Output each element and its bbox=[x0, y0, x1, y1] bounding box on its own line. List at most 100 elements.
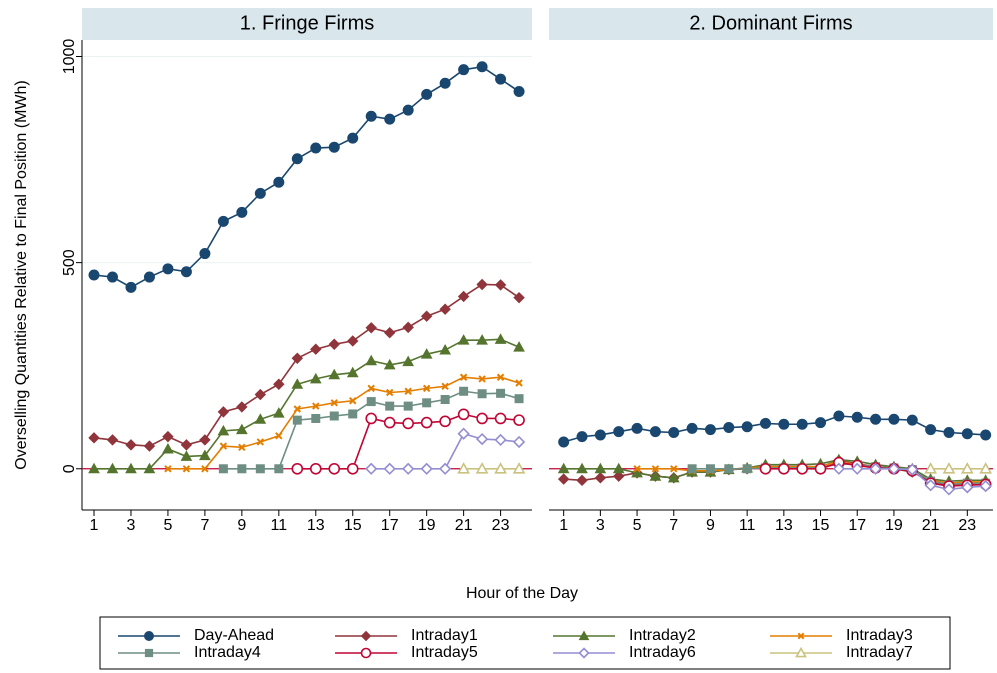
marker bbox=[578, 630, 590, 641]
marker bbox=[649, 470, 662, 481]
marker bbox=[275, 432, 283, 440]
marker bbox=[723, 422, 735, 434]
marker bbox=[979, 479, 992, 493]
legend-label: Intraday5 bbox=[411, 644, 478, 661]
marker bbox=[366, 397, 376, 407]
marker bbox=[365, 354, 378, 366]
series-line bbox=[93, 283, 520, 447]
marker bbox=[924, 462, 937, 474]
marker bbox=[513, 414, 525, 426]
panel-title: 2. Dominant Firms bbox=[689, 12, 852, 34]
marker bbox=[311, 413, 321, 423]
marker bbox=[613, 470, 625, 482]
marker bbox=[943, 426, 955, 438]
marker bbox=[457, 408, 470, 421]
marker bbox=[310, 343, 322, 355]
marker bbox=[667, 471, 680, 483]
marker bbox=[475, 432, 489, 446]
marker bbox=[459, 373, 468, 381]
marker bbox=[217, 424, 230, 436]
marker bbox=[328, 368, 341, 380]
x-tick-label: 23 bbox=[492, 517, 510, 534]
marker bbox=[291, 378, 304, 389]
legend-label: Intraday7 bbox=[846, 644, 913, 661]
marker bbox=[576, 431, 588, 443]
marker bbox=[312, 402, 320, 410]
marker bbox=[631, 466, 643, 478]
series-line bbox=[93, 65, 520, 289]
marker bbox=[475, 462, 489, 474]
marker bbox=[457, 427, 470, 440]
marker bbox=[143, 462, 156, 474]
marker bbox=[219, 442, 228, 450]
marker bbox=[687, 464, 697, 474]
marker bbox=[106, 271, 118, 283]
marker bbox=[420, 416, 433, 429]
marker bbox=[686, 422, 698, 434]
marker bbox=[421, 88, 433, 100]
marker bbox=[795, 646, 807, 658]
marker bbox=[796, 462, 808, 475]
marker bbox=[496, 373, 505, 381]
marker bbox=[217, 215, 229, 227]
marker bbox=[513, 341, 525, 352]
marker bbox=[457, 334, 470, 345]
marker bbox=[182, 465, 191, 473]
marker bbox=[515, 379, 523, 387]
marker bbox=[199, 434, 211, 446]
x-tick-label: 21 bbox=[455, 517, 473, 534]
marker bbox=[291, 352, 304, 364]
marker bbox=[236, 423, 248, 435]
marker bbox=[851, 411, 863, 423]
marker bbox=[384, 113, 396, 125]
marker bbox=[557, 462, 570, 474]
marker bbox=[612, 462, 625, 474]
marker bbox=[494, 412, 507, 425]
marker bbox=[441, 382, 449, 391]
marker bbox=[476, 61, 488, 73]
marker bbox=[143, 271, 155, 283]
marker bbox=[513, 86, 525, 98]
series-line bbox=[167, 376, 520, 470]
marker bbox=[273, 176, 285, 188]
marker bbox=[328, 462, 341, 475]
marker bbox=[125, 281, 137, 293]
marker bbox=[439, 303, 451, 315]
marker bbox=[457, 462, 470, 474]
marker bbox=[125, 462, 137, 474]
marker bbox=[236, 401, 248, 413]
marker bbox=[961, 428, 973, 440]
marker bbox=[439, 344, 451, 355]
x-tick-label: 3 bbox=[596, 517, 605, 534]
marker bbox=[402, 417, 414, 430]
marker bbox=[346, 462, 359, 475]
marker bbox=[330, 399, 338, 407]
marker bbox=[346, 366, 359, 378]
marker bbox=[458, 64, 470, 76]
marker bbox=[309, 462, 322, 475]
x-tick-label: 13 bbox=[775, 517, 793, 534]
marker bbox=[979, 462, 993, 474]
x-tick-label: 3 bbox=[127, 517, 136, 534]
marker bbox=[494, 333, 507, 344]
marker bbox=[292, 415, 302, 425]
marker bbox=[796, 418, 808, 430]
marker bbox=[255, 464, 265, 474]
marker bbox=[759, 462, 772, 475]
marker bbox=[576, 462, 588, 474]
marker bbox=[383, 462, 396, 475]
marker bbox=[238, 443, 246, 452]
marker bbox=[631, 422, 643, 434]
marker bbox=[273, 378, 285, 390]
y-tick-label: 500 bbox=[61, 249, 78, 276]
marker bbox=[778, 462, 790, 475]
marker bbox=[778, 418, 790, 430]
marker bbox=[494, 462, 507, 474]
legend-label: Intraday2 bbox=[629, 627, 696, 644]
marker bbox=[459, 386, 469, 396]
marker bbox=[594, 472, 607, 484]
marker bbox=[125, 439, 137, 451]
marker bbox=[237, 464, 247, 474]
marker bbox=[942, 483, 956, 496]
marker bbox=[887, 462, 901, 475]
